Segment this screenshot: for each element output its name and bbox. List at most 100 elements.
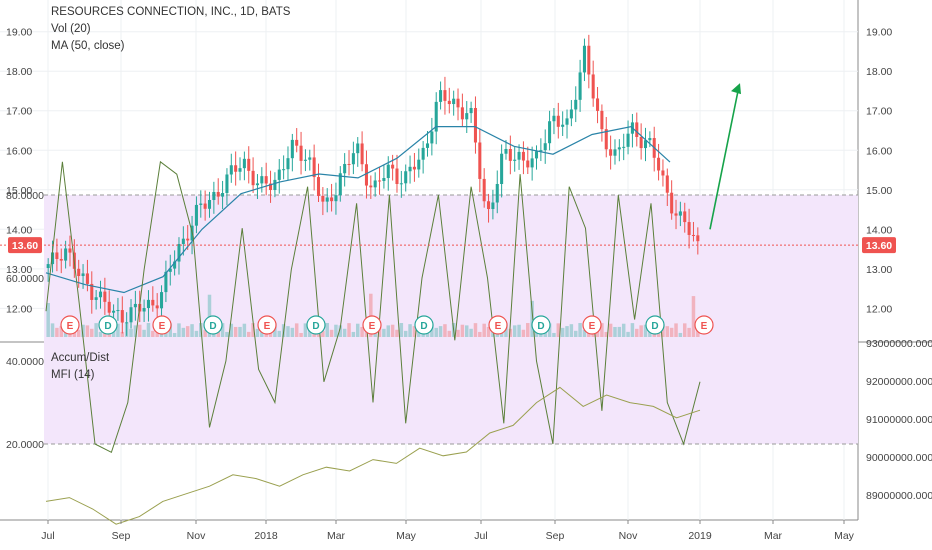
volume-bar — [526, 323, 530, 337]
ad-tick-label: 90000000.0000 — [866, 452, 932, 464]
last-price-tag-right — [862, 237, 896, 254]
volume-bar — [608, 323, 613, 337]
volume-bar — [556, 323, 561, 337]
volume-bar — [687, 327, 691, 337]
candle-body — [238, 168, 242, 172]
candles — [46, 34, 700, 336]
volume-bar — [98, 331, 103, 337]
price-tick-right: 15.00 — [866, 185, 892, 197]
volume-bar — [600, 323, 604, 337]
price-tick-right: 19.00 — [866, 27, 892, 39]
price-tick-right: 13.00 — [866, 264, 892, 276]
candle-body — [356, 143, 360, 154]
volume-bar — [76, 329, 81, 337]
event-marker — [60, 315, 80, 335]
candle-body — [452, 98, 456, 105]
volume-bar — [669, 327, 674, 337]
volume-bar — [425, 332, 430, 337]
volume-bar — [251, 323, 255, 337]
volume-bar — [643, 324, 648, 337]
candle-body — [635, 122, 639, 138]
volume-bar — [177, 323, 181, 337]
candle-body — [408, 166, 412, 172]
candle-body — [639, 137, 643, 149]
volume-bar — [613, 326, 617, 337]
candle-body — [160, 292, 164, 309]
volume-bar — [582, 329, 587, 337]
price-tick-right: 16.00 — [866, 145, 892, 157]
candle-body — [85, 273, 89, 284]
candle-body — [434, 101, 438, 132]
candle-body — [378, 180, 382, 182]
volume-bar — [238, 326, 242, 337]
candle-body — [491, 202, 495, 210]
candle-body — [282, 169, 286, 171]
candle-body — [321, 195, 325, 202]
candle-body — [234, 165, 238, 172]
volume-bar — [547, 323, 552, 337]
candle-body — [521, 151, 525, 161]
volume-bar — [334, 324, 338, 337]
candle-body — [207, 199, 212, 209]
volume-bar — [325, 323, 329, 337]
volume-bar — [412, 326, 417, 337]
volume-bar — [308, 327, 312, 337]
event-marker-label: D — [312, 321, 319, 332]
candle-body — [155, 305, 159, 309]
candle-body — [543, 143, 547, 151]
candle-body — [103, 291, 107, 302]
volume-bar — [552, 332, 556, 337]
candle-body — [487, 201, 491, 210]
candle-body — [439, 90, 443, 102]
time-tick-label: Jul — [474, 530, 487, 542]
time-tick-label: Nov — [187, 530, 206, 542]
volume-bar — [517, 324, 521, 337]
event-marker — [582, 315, 602, 335]
time-tick-label: Jul — [41, 530, 54, 542]
candle-body — [469, 107, 473, 114]
candle-body — [330, 197, 334, 202]
event-marker — [362, 315, 382, 335]
volume-bar — [443, 324, 447, 337]
volume-bar — [146, 323, 151, 337]
candle-body — [164, 271, 168, 293]
volume-bar — [46, 303, 50, 337]
event-marker-label: E — [159, 321, 166, 332]
price-tick-left: 19.00 — [6, 27, 32, 39]
volume-bar — [255, 328, 260, 337]
candle-body — [142, 308, 146, 312]
event-marker-label: E — [264, 321, 271, 332]
candle-body — [665, 175, 669, 193]
event-marker — [306, 315, 326, 335]
candle-body — [194, 204, 198, 226]
candle-body — [622, 146, 626, 148]
candle-body — [212, 191, 216, 200]
axis-labels: Jul Sep Nov 2018 Mar May Jul Sep Nov 2019 Mar May 19… — [6, 27, 932, 542]
price-tick-left: 13.00 — [6, 264, 32, 276]
time-tick-label: Nov — [619, 530, 638, 542]
candle-body — [151, 299, 155, 306]
candle-body — [290, 139, 294, 159]
volume-bar — [682, 323, 687, 337]
candle-body — [513, 159, 517, 161]
volume-bar — [50, 323, 55, 337]
volume-bar — [626, 331, 630, 337]
volume-bar — [203, 329, 207, 337]
event-marker — [203, 315, 223, 335]
candle-body — [482, 178, 486, 202]
volume-bar — [691, 296, 696, 337]
volume-bar — [338, 325, 343, 337]
volume-bar — [168, 323, 173, 337]
event-marker — [414, 315, 434, 335]
volume-bar — [512, 325, 517, 337]
candle-body — [221, 193, 225, 197]
volume-bar — [530, 300, 534, 337]
candle-body — [591, 74, 595, 99]
volume-bar — [399, 323, 404, 337]
candle-body — [556, 115, 560, 127]
price-tick-right: 17.00 — [866, 106, 892, 118]
chart-title: RESOURCES CONNECTION, INC., 1D, BATS — [51, 6, 291, 18]
candle-body — [430, 131, 434, 144]
volume-bar — [390, 324, 395, 337]
